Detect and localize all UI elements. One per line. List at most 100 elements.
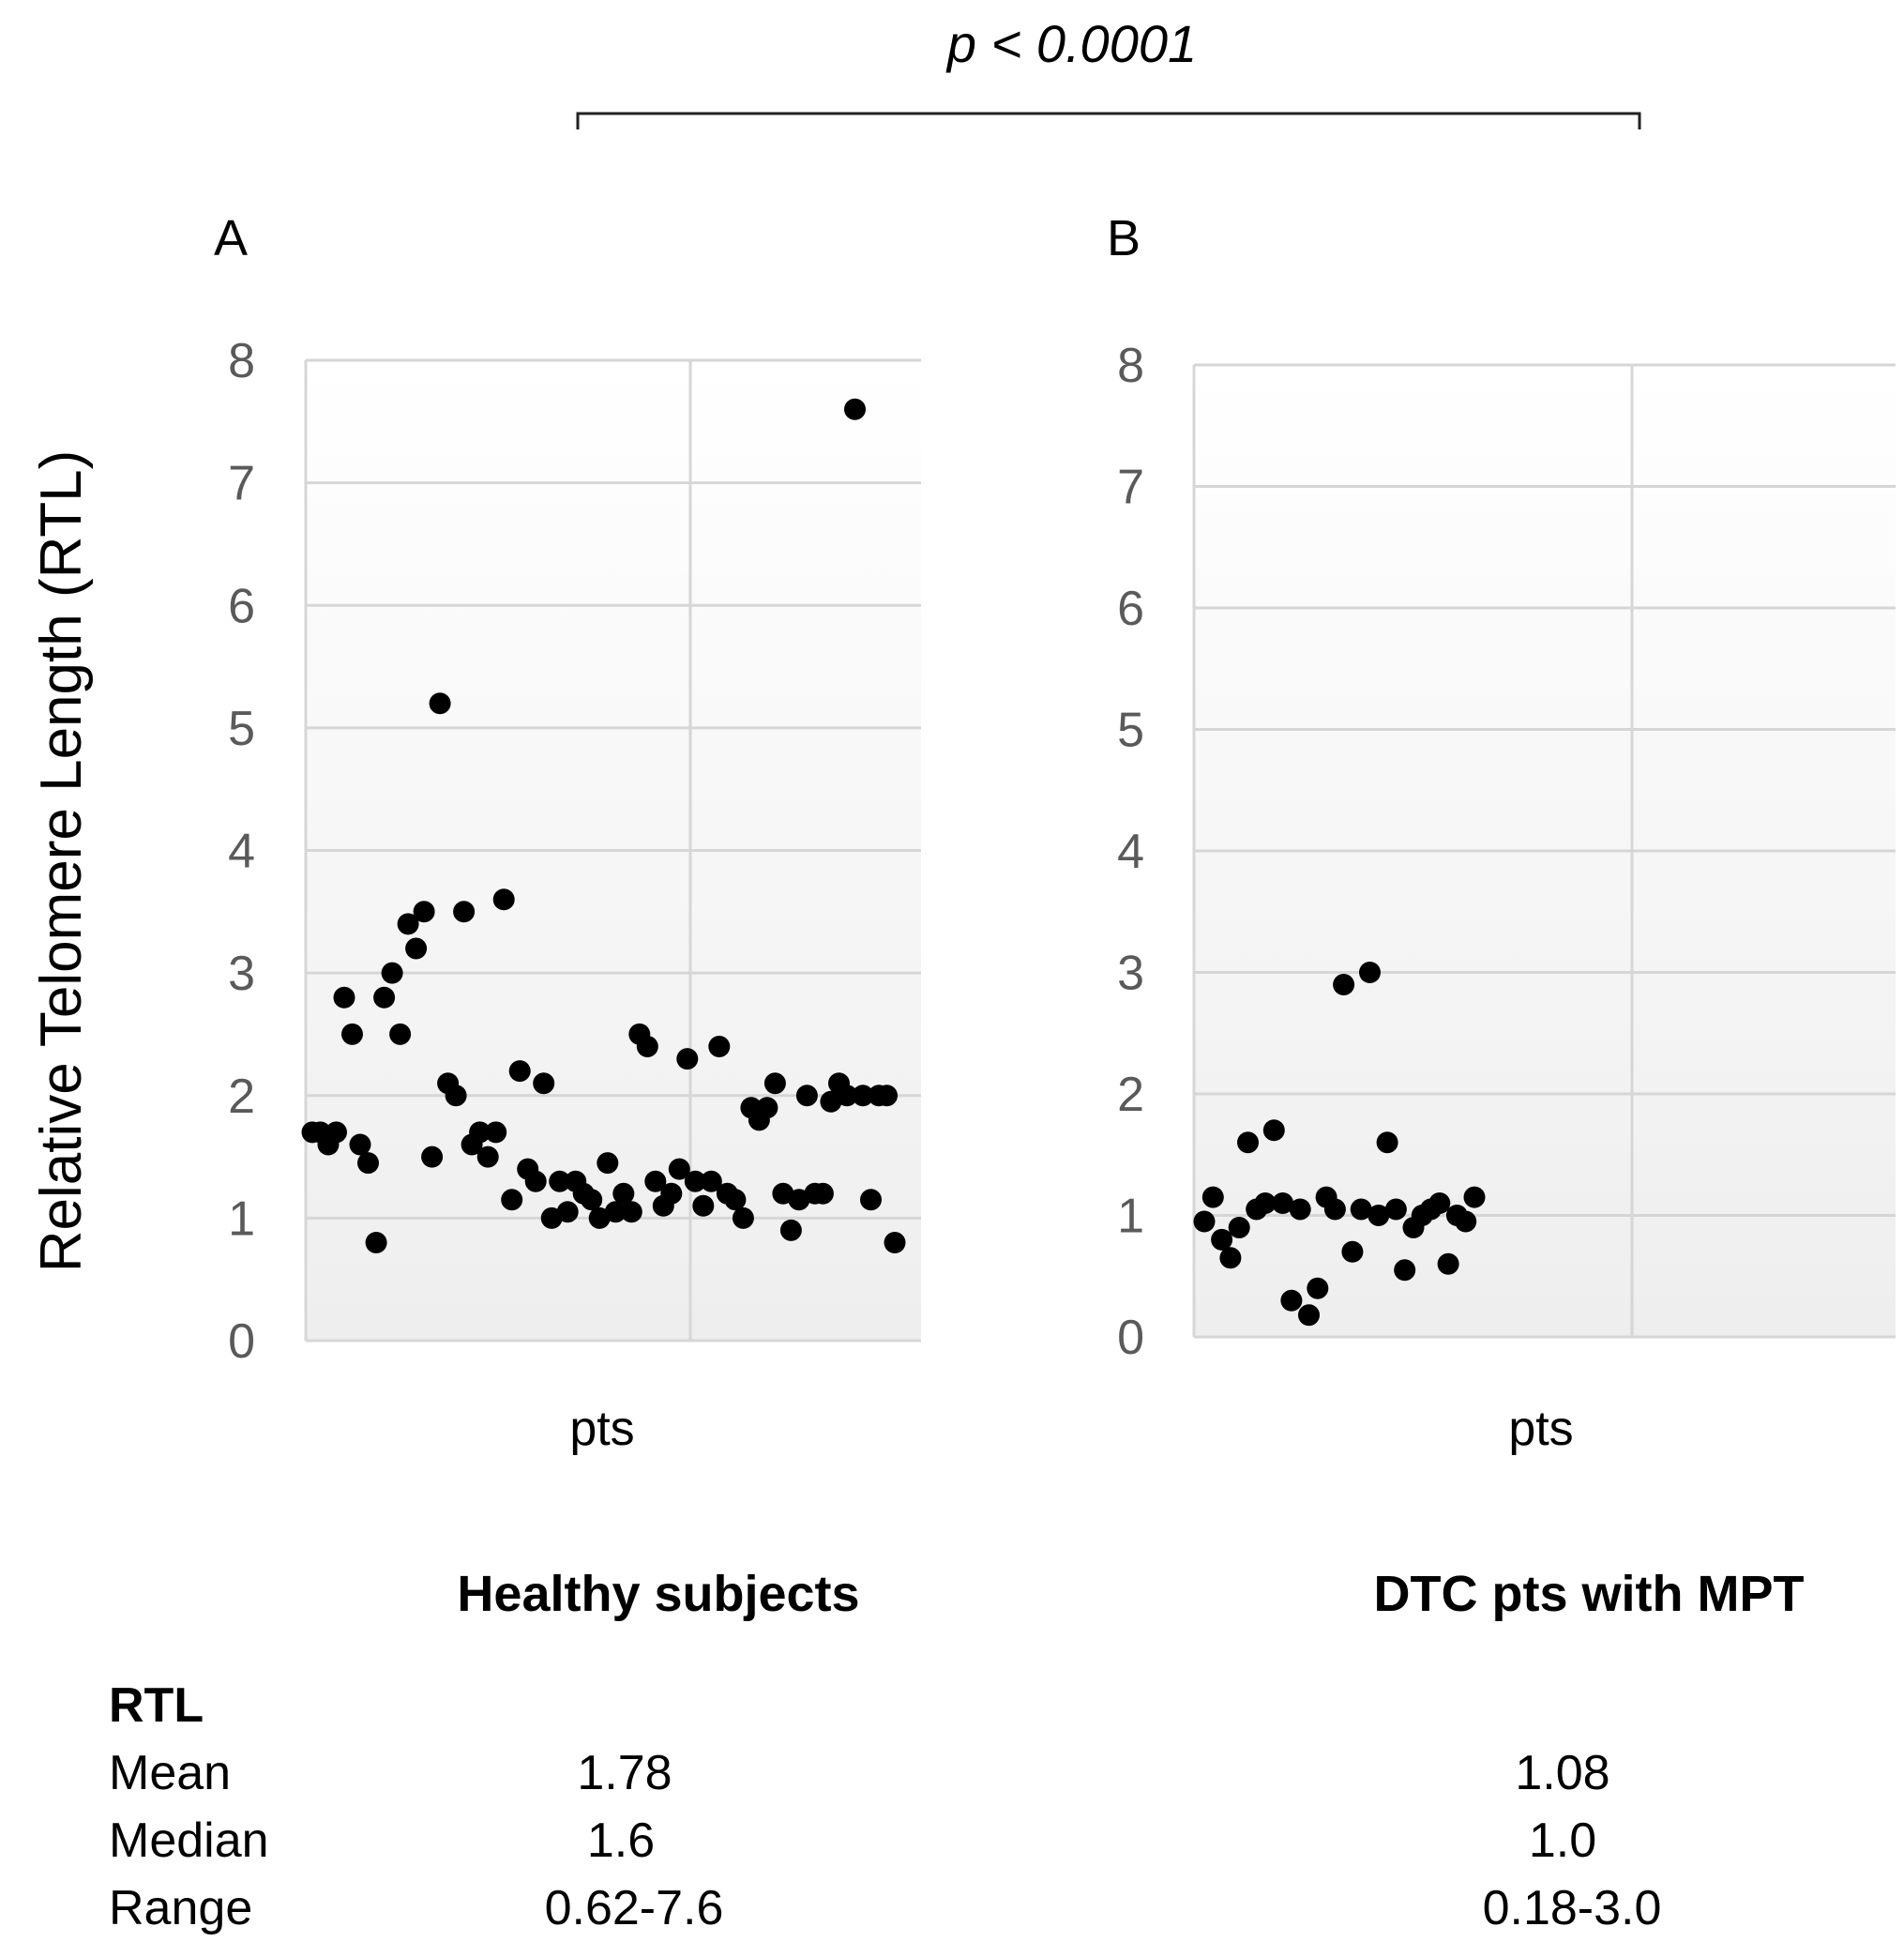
panel-b-y-tick-8: 8 (1117, 339, 1144, 393)
panel-b-data-point (1298, 1304, 1320, 1327)
panel-a-y-tick-2: 2 (228, 1070, 255, 1124)
panel-b-data-point (1333, 974, 1355, 995)
panel-b-data-point (1350, 1198, 1372, 1221)
panel-a-data-point (333, 986, 355, 1009)
panel-b-data-point (1455, 1210, 1477, 1233)
panel-a-data-point (485, 1121, 507, 1144)
panel-a-x-axis-title: pts (569, 1402, 634, 1456)
panel-a-data-point (508, 1060, 531, 1083)
panel-a-y-tick-3: 3 (228, 947, 255, 1001)
panel-a-data-point (365, 1232, 387, 1253)
panel-a-data-point (349, 1133, 371, 1156)
panel-a-y-tick-5: 5 (228, 702, 255, 756)
panel-b-y-tick-4: 4 (1117, 825, 1144, 879)
panel-a-data-point (860, 1189, 882, 1211)
panel-a-data-point (884, 1232, 906, 1253)
panel-a-data-point (405, 937, 428, 960)
panel-a-y-tick-6: 6 (228, 579, 255, 633)
panel-a-chart: A 0 1 2 3 4 5 6 7 8 pts (214, 210, 921, 1456)
panel-b-data-point (1384, 1198, 1407, 1221)
panel-a-y-tick-4: 4 (228, 825, 255, 879)
panel-b-data-point (1211, 1228, 1233, 1251)
y-axis-title: Relative Telomere Length (RTL) (29, 450, 94, 1272)
panel-a-data-point (341, 1023, 363, 1045)
panel-a-y-tick-1: 1 (228, 1191, 255, 1246)
panel-a-data-point (389, 1023, 412, 1045)
panel-b-x-axis-title: pts (1508, 1402, 1573, 1456)
panel-a-data-point (708, 1036, 731, 1057)
panel-b-y-tick-7: 7 (1117, 461, 1144, 515)
panel-a-data-point (492, 888, 515, 911)
panel-b-letter: B (1107, 210, 1141, 266)
panel-b-data-point (1437, 1252, 1459, 1275)
panel-a-data-point (397, 913, 419, 935)
panel-a-data-point (795, 1085, 818, 1107)
panel-b-data-point (1341, 1240, 1364, 1263)
panel-a-data-point (700, 1170, 722, 1192)
panel-b-data-point (1307, 1277, 1329, 1299)
panel-a-data-point (357, 1152, 379, 1175)
panel-a-data-point (724, 1189, 747, 1211)
panel-b-data-point (1237, 1131, 1259, 1154)
panel-b-data-point (1193, 1210, 1216, 1233)
panel-b-y-tick-5: 5 (1117, 704, 1144, 758)
panel-b-data-point (1463, 1186, 1486, 1208)
panel-a-data-point (381, 962, 403, 984)
panel-b-data-point (1323, 1198, 1346, 1221)
panel-a-data-point (533, 1072, 555, 1095)
panel-a-data-point (325, 1121, 347, 1144)
panel-b-data-point (1254, 1192, 1277, 1214)
panel-a-data-point (660, 1182, 683, 1205)
panel-a-y-tick-7: 7 (228, 457, 255, 511)
significance-bracket: p < 0.0001 (576, 14, 1641, 129)
panel-b-y-tick-1: 1 (1117, 1190, 1144, 1244)
panel-a-letter: A (214, 210, 248, 266)
panel-a-data-point (779, 1219, 802, 1241)
panel-a-y-ticks: 0 1 2 3 4 5 6 7 8 (228, 334, 255, 1369)
panel-a-points (301, 398, 906, 1253)
panel-b-data-point (1280, 1289, 1303, 1312)
panel-b-data-point (1376, 1131, 1398, 1154)
panel-a-data-point (373, 986, 396, 1009)
panel-a-data-point (844, 398, 866, 420)
panel-b-y-tick-6: 6 (1117, 582, 1144, 636)
panel-a-y-tick-8: 8 (228, 334, 255, 388)
panel-a-data-point (668, 1158, 690, 1180)
panel-b-data-point (1394, 1259, 1416, 1282)
panel-b-data-point (1359, 962, 1381, 983)
panel-a-data-point (676, 1048, 699, 1070)
panel-b-chart: B 0 1 2 3 4 5 6 7 8 pts (1107, 210, 1896, 1456)
panel-b-data-point (1289, 1198, 1311, 1221)
panel-a-data-point (756, 1097, 778, 1119)
panel-b-data-point (1219, 1247, 1242, 1269)
panel-a-data-point (836, 1085, 858, 1107)
panel-a-data-point (732, 1206, 754, 1229)
panel-b-data-point (1228, 1217, 1250, 1238)
panel-a-data-point (876, 1085, 898, 1107)
panel-b-points (1193, 962, 1486, 1327)
panel-b-data-point (1428, 1192, 1451, 1214)
panel-b-y-tick-3: 3 (1117, 947, 1144, 1001)
panel-a-data-point (852, 1085, 874, 1107)
panel-a-data-point (684, 1170, 706, 1192)
panel-a-data-point (421, 1145, 444, 1168)
panel-a-data-point (476, 1145, 499, 1168)
panel-a-data-point (811, 1182, 834, 1205)
panel-a-data-point (763, 1072, 786, 1095)
panel-a-data-point (556, 1201, 579, 1223)
panel-a-data-point (501, 1189, 523, 1211)
panel-b-y-tick-2: 2 (1117, 1068, 1144, 1122)
panel-a-data-point (429, 692, 451, 715)
panel-a-data-point (413, 901, 435, 923)
panel-a-data-point (692, 1194, 715, 1217)
panel-a-data-point (469, 1121, 491, 1144)
panel-b-y-tick-0: 0 (1117, 1311, 1144, 1365)
panel-b-data-point (1262, 1119, 1285, 1142)
panel-a-data-point (604, 1201, 627, 1223)
panel-b-data-point (1368, 1205, 1390, 1226)
panel-a-y-tick-0: 0 (228, 1314, 255, 1369)
panel-a-data-point (597, 1152, 619, 1175)
panel-a-data-point (636, 1036, 658, 1057)
panel-b-data-point (1201, 1186, 1224, 1208)
